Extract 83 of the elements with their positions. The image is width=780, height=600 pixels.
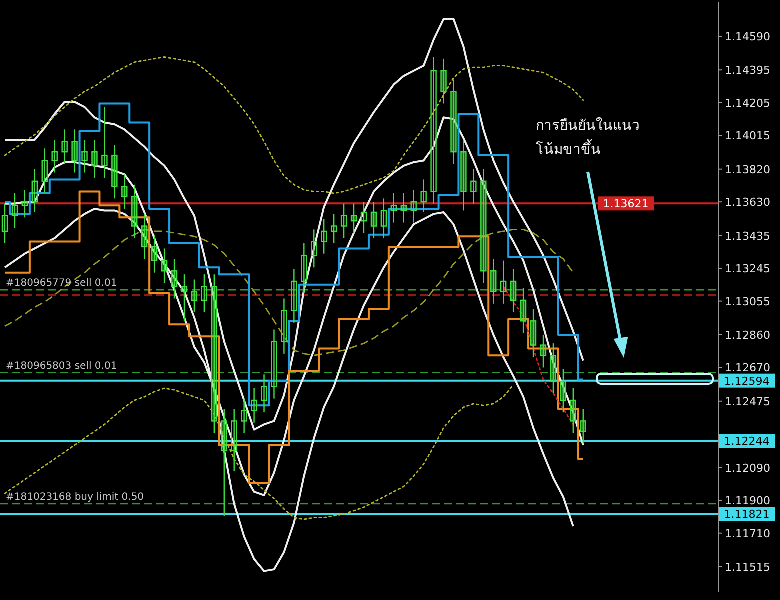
y-tick-label: 1.12090 xyxy=(725,462,770,475)
candlestick xyxy=(390,192,398,224)
y-tick-label: 1.11515 xyxy=(725,560,770,574)
candlestick xyxy=(530,308,537,358)
candlestick xyxy=(570,388,577,434)
candlestick xyxy=(22,189,28,218)
candlestick xyxy=(122,174,128,210)
y-tick-label: 1.11900 xyxy=(725,494,770,508)
line-series xyxy=(4,384,514,520)
candlestick xyxy=(450,79,457,165)
candlestick xyxy=(102,106,108,179)
candlestick xyxy=(271,329,278,400)
candlestick xyxy=(201,274,208,314)
candlestick xyxy=(490,258,497,304)
candlestick xyxy=(251,388,258,424)
candlestick xyxy=(470,168,477,204)
ref-line-label: 1.11821 xyxy=(724,508,770,522)
candlestick xyxy=(181,274,188,322)
candlestick xyxy=(360,202,368,234)
y-tick-label: 1.14015 xyxy=(725,130,770,143)
y-tick-label: 1.13055 xyxy=(725,295,770,308)
candlestick xyxy=(350,203,358,234)
candlestick xyxy=(42,148,48,194)
ref-line-label: 1.13621 xyxy=(603,198,649,211)
candlestick xyxy=(540,334,547,368)
y-tick-label: 1.12860 xyxy=(725,328,770,342)
candlestick xyxy=(420,179,427,214)
y-tick-label: 1.13245 xyxy=(725,262,770,276)
candlestick xyxy=(211,274,218,434)
candlestick xyxy=(261,374,268,414)
candlestick xyxy=(191,279,198,314)
y-tick-label: 1.13435 xyxy=(725,230,770,243)
candlestick xyxy=(151,234,158,274)
candlestick xyxy=(52,139,58,174)
candlestick xyxy=(32,168,38,214)
candlestick xyxy=(330,214,338,244)
candlestick xyxy=(560,368,567,414)
candlestick xyxy=(161,248,168,284)
candlestick xyxy=(580,408,586,444)
y-tick-label: 1.14395 xyxy=(725,64,770,78)
candlestick xyxy=(320,218,328,254)
candlestick xyxy=(141,214,148,260)
y-tick-label: 1.12475 xyxy=(725,395,770,408)
ref-line-label: 1.12594 xyxy=(724,374,770,388)
annotation: การยืนยันในแนว โน้มขาขึ้น xyxy=(536,117,640,158)
candlestick xyxy=(62,129,68,165)
candlestick xyxy=(550,342,557,394)
candlestick xyxy=(480,168,487,284)
candlestick xyxy=(370,202,378,239)
y-tick-label: 1.14590 xyxy=(725,30,770,44)
ref-line-label: 1.12244 xyxy=(724,435,770,448)
candlestick xyxy=(520,288,527,334)
candlestick xyxy=(291,268,298,324)
candlestick xyxy=(460,139,467,212)
ref-line-label: #181023168 buy limit 0.50 xyxy=(6,492,144,504)
candlestick xyxy=(112,144,118,200)
y-tick-label: 1.12670 xyxy=(725,362,770,375)
y-tick-label: 1.11710 xyxy=(725,527,770,540)
candlestick xyxy=(281,298,288,355)
candlestick xyxy=(311,229,318,268)
candlestick xyxy=(500,260,507,304)
candlestick xyxy=(400,192,407,224)
candlestick xyxy=(12,192,18,229)
candlestick xyxy=(510,268,517,314)
candlestick xyxy=(92,139,98,179)
ref-line-label: #180965803 sell 0.01 xyxy=(6,360,118,372)
candlestick xyxy=(430,56,437,204)
candlestick xyxy=(72,129,78,174)
y-tick-label: 1.13820 xyxy=(725,163,770,176)
candlestick xyxy=(301,242,308,294)
candlestick xyxy=(171,258,178,300)
candlestick xyxy=(380,198,388,239)
candlestick xyxy=(340,203,348,239)
y-tick-label: 1.14205 xyxy=(725,96,770,110)
candlestick xyxy=(440,58,447,104)
candlestick xyxy=(231,408,238,472)
candlestick xyxy=(82,139,88,174)
candlestick xyxy=(221,408,228,517)
candlestick xyxy=(2,203,8,244)
candlestick xyxy=(410,189,417,224)
candlestick xyxy=(132,184,138,239)
y-tick-label: 1.13630 xyxy=(725,196,770,210)
candlestick xyxy=(241,398,248,434)
